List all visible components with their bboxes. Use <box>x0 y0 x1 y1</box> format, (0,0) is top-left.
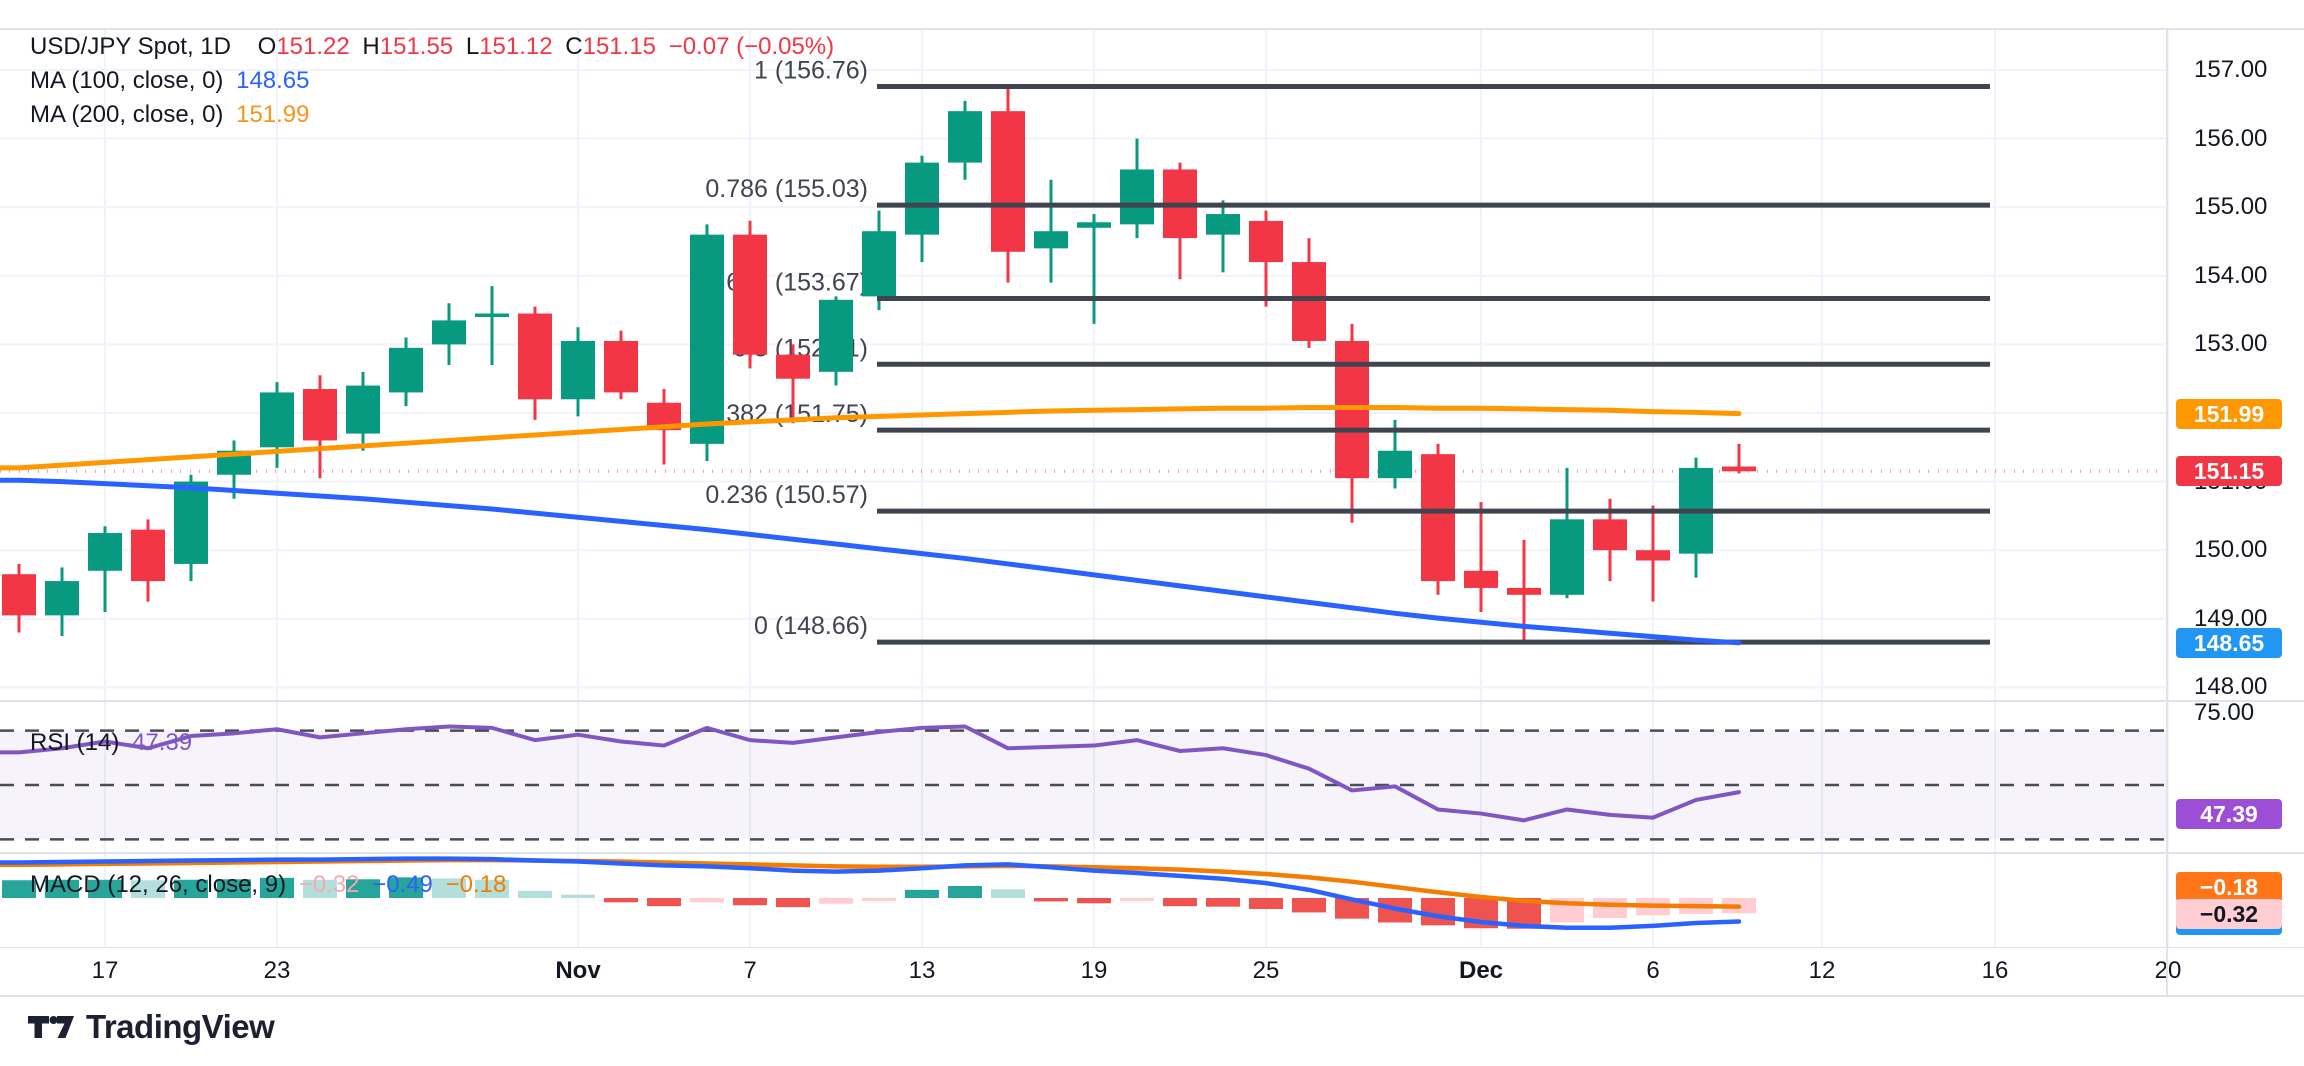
fib-retracement-lines[interactable] <box>877 83 1990 645</box>
ma100-price-badge: 148.65 <box>2176 627 2282 658</box>
ma100-value: 148.65 <box>236 67 310 94</box>
ma200-line[interactable] <box>0 405 1742 471</box>
ma100-label: MA (100, close, 0) <box>30 67 224 94</box>
close-label: C <box>565 33 583 60</box>
price-tick-label: 149.00 <box>2194 604 2268 632</box>
price-tick-label: 157.00 <box>2194 56 2268 83</box>
low-label: L <box>465 33 480 60</box>
macd-signal-line[interactable] <box>0 857 1742 909</box>
price-tick-label: 155.00 <box>2194 193 2268 221</box>
macd-hist-value: −0.32 <box>298 871 360 898</box>
open-value: 151.22 <box>276 33 350 60</box>
rsi-tick-label: 75.00 <box>2194 699 2255 726</box>
ma100-legend-row[interactable]: MA (100, close, 0) 148.65 <box>30 64 840 98</box>
time-tick-label: 25 <box>1252 957 1280 984</box>
ma100-line[interactable] <box>0 477 1742 646</box>
ma200-price-badge: 151.99 <box>2176 398 2282 429</box>
macd-signal-value: −0.18 <box>445 871 507 898</box>
time-tick-label: Dec <box>1458 957 1504 984</box>
open-label: O <box>257 33 277 60</box>
macd-hist-badge: −0.32 <box>2176 899 2282 929</box>
high-label: H <box>362 33 380 60</box>
rsi-value: 47.39 <box>132 729 193 756</box>
macd-label: MACD (12, 26, close, 9) <box>30 871 287 898</box>
time-tick-label: 17 <box>91 957 119 984</box>
macd-signal-badge: −0.18 <box>2176 872 2282 902</box>
time-tick-label: 7 <box>743 957 757 984</box>
time-tick-label: 20 <box>2154 957 2182 984</box>
last-price-badge: 151.15 <box>2176 456 2282 487</box>
tradingview-logo-text: TradingView <box>86 1008 275 1045</box>
ma200-value: 151.99 <box>236 101 310 128</box>
time-tick-label: Nov <box>555 957 601 984</box>
time-tick-label: 23 <box>263 957 291 984</box>
svg-text:0.786 (155.03): 0.786 (155.03) <box>705 175 868 203</box>
symbol-title: USD/JPY Spot, 1D <box>30 33 231 60</box>
tradingview-logo[interactable]: TradingView <box>28 1008 275 1046</box>
price-axis[interactable]: 151.99 151.15 148.65 47.39 −0.18 −0.32 1… <box>2166 29 2304 995</box>
high-value: 151.55 <box>379 33 454 60</box>
svg-text:0.618 (153.67): 0.618 (153.67) <box>705 268 868 296</box>
symbol-legend-row[interactable]: USD/JPY Spot, 1D O151.22 H151.55 L151.12… <box>30 30 840 64</box>
price-tick-label: 153.00 <box>2194 330 2268 358</box>
rsi-line[interactable] <box>0 724 1741 823</box>
price-tick-label: 148.00 <box>2194 673 2268 701</box>
symbol-legend[interactable]: USD/JPY Spot, 1D O151.22 H151.55 L151.12… <box>30 30 840 132</box>
svg-text:0 (148.66): 0 (148.66) <box>754 612 868 640</box>
time-tick-label: 19 <box>1080 957 1108 984</box>
macd-legend-row[interactable]: MACD (12, 26, close, 9) −0.32 −0.49 −0.1… <box>30 871 512 899</box>
macd-line-value: −0.49 <box>372 871 433 898</box>
time-tick-label: 12 <box>1808 957 1836 984</box>
time-axis[interactable]: 17 23 Nov 7 13 19 25 Dec 6 12 16 20 <box>0 948 2304 997</box>
svg-text:1 (156.76): 1 (156.76) <box>754 56 868 84</box>
macd-line[interactable] <box>0 856 1742 931</box>
time-tick-label: 13 <box>908 957 936 984</box>
rsi-legend-row[interactable]: RSI (14) 47.39 <box>30 729 198 757</box>
price-tick-label: 154.00 <box>2194 261 2268 289</box>
low-value: 151.12 <box>479 33 553 60</box>
ma200-label: MA (200, close, 0) <box>30 101 224 128</box>
price-tick-label: 156.00 <box>2194 124 2268 152</box>
tradingview-logo-icon <box>28 1016 74 1038</box>
close-value: 151.15 <box>582 33 657 60</box>
rsi-label: RSI (14) <box>30 729 120 756</box>
price-tick-label: 150.00 <box>2194 536 2268 564</box>
ma200-legend-row[interactable]: MA (200, close, 0) 151.99 <box>30 98 840 132</box>
rsi-value-badge: 47.39 <box>2176 799 2282 829</box>
time-tick-label: 6 <box>1646 957 1660 984</box>
time-tick-label: 16 <box>1981 957 2009 984</box>
svg-text:0.236 (150.57): 0.236 (150.57) <box>705 481 868 509</box>
change-value: −0.07 (−0.05%) <box>668 33 835 60</box>
